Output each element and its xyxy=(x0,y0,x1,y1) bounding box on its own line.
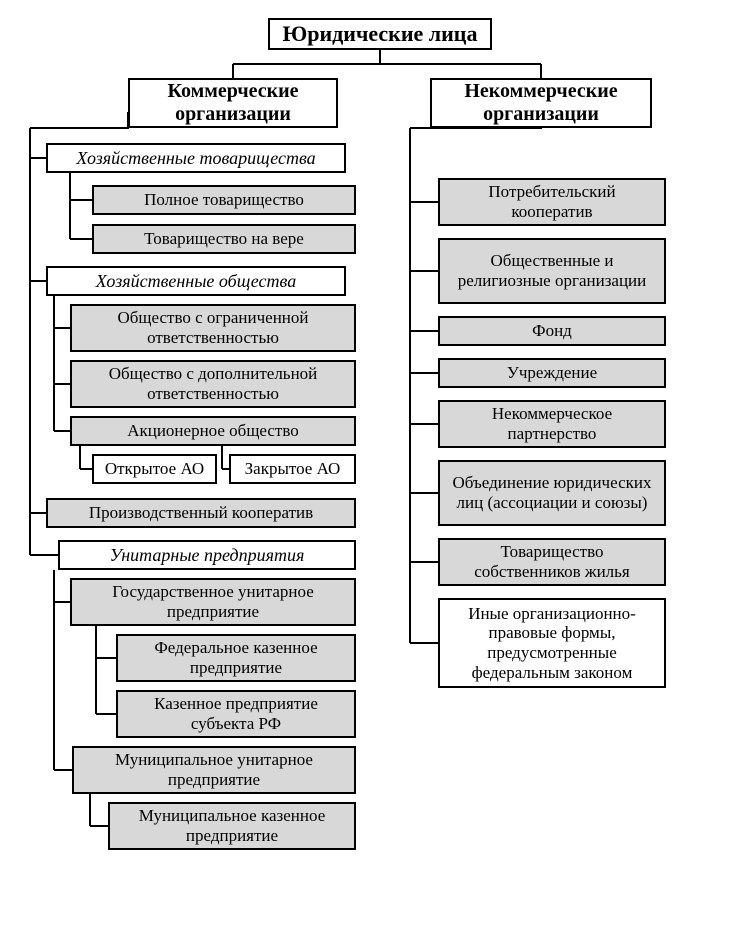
node-n3: Фонд xyxy=(438,316,666,346)
node-noncomm: Некоммерческие организации xyxy=(430,78,652,128)
node-g2a: Общество с ограниченной ответственностью xyxy=(70,304,356,352)
node-n2: Общественные и религиозные организации xyxy=(438,238,666,304)
node-g2c2: Закрытое АО xyxy=(229,454,356,484)
node-g2c: Акционерное общество xyxy=(70,416,356,446)
node-g2b: Общество с дополнительной ответственност… xyxy=(70,360,356,408)
node-n1: Потребительский кооператив xyxy=(438,178,666,226)
node-g3: Производственный кооператив xyxy=(46,498,356,528)
node-g4: Унитарные предприятия xyxy=(58,540,356,570)
node-n8: Иные организационно-правовые формы, пред… xyxy=(438,598,666,688)
node-g4b1: Муниципальное казенное предприятие xyxy=(108,802,356,850)
node-n7: Товарищество собственников жилья xyxy=(438,538,666,586)
node-n4: Учреждение xyxy=(438,358,666,388)
node-g1a: Полное товарищество xyxy=(92,185,356,215)
node-comm: Коммерческие организации xyxy=(128,78,338,128)
node-g4b: Муниципальное унитарное предприятие xyxy=(72,746,356,794)
node-g2c1: Открытое АО xyxy=(92,454,217,484)
node-g2: Хозяйственные общества xyxy=(46,266,346,296)
node-n5: Некоммерческое партнерство xyxy=(438,400,666,448)
node-root: Юридические лица xyxy=(268,18,492,50)
node-g4a2: Казенное предприятие субъекта РФ xyxy=(116,690,356,738)
node-g4a1: Федеральное казенное предприятие xyxy=(116,634,356,682)
node-n6: Объединение юридических лиц (ассоциации … xyxy=(438,460,666,526)
node-g4a: Государственное унитарное предприятие xyxy=(70,578,356,626)
node-g1b: Товарищество на вере xyxy=(92,224,356,254)
diagram-canvas: Юридические лица Коммерческие организации… xyxy=(0,0,740,933)
node-g1: Хозяйственные товарищества xyxy=(46,143,346,173)
